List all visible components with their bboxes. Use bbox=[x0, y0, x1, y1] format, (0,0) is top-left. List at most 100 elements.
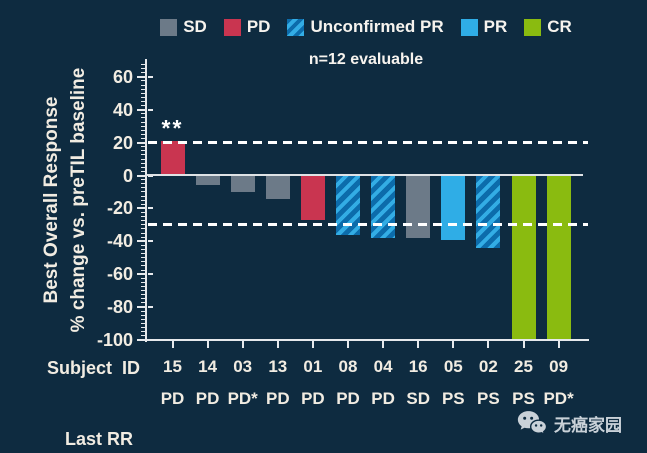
prior-rr-label: PD bbox=[265, 389, 290, 408]
y-axis-minor-tick bbox=[141, 323, 146, 325]
y-axis-minor-tick bbox=[141, 170, 146, 172]
x-axis-tick bbox=[276, 341, 279, 348]
evaluable-count-label: n=12 evaluable bbox=[308, 51, 424, 68]
y-axis-minor-tick bbox=[141, 166, 146, 168]
y-axis-minor-tick bbox=[141, 265, 146, 267]
y-axis-minor-tick bbox=[141, 183, 146, 185]
y-axis-major-tick-right bbox=[148, 240, 153, 243]
prior-rr-label: PD bbox=[160, 389, 185, 408]
y-axis-minor-tick bbox=[141, 212, 146, 213]
x-axis-tick bbox=[417, 341, 420, 348]
y-axis-minor-tick bbox=[141, 63, 146, 65]
y-axis-minor-tick bbox=[141, 281, 146, 283]
y-axis-tick-label: -60 bbox=[106, 264, 133, 285]
y-axis-line bbox=[145, 59, 147, 342]
bar-subject-02 bbox=[476, 175, 501, 248]
y-axis-minor-tick bbox=[141, 133, 146, 135]
y-axis-minor-tick bbox=[141, 92, 146, 94]
bar-subject-25 bbox=[511, 175, 536, 340]
y-axis-minor-tick bbox=[141, 236, 146, 238]
subject-id-label: 04 bbox=[373, 357, 393, 376]
bar-subject-05 bbox=[441, 175, 466, 240]
y-axis-minor-tick bbox=[141, 125, 146, 127]
bar-subject-15 bbox=[160, 140, 185, 176]
y-axis-major-tick bbox=[137, 207, 146, 210]
subject-id-label: 02 bbox=[478, 357, 498, 376]
prior-rr-label: PS bbox=[477, 389, 500, 408]
subject-id-label: 08 bbox=[338, 357, 358, 376]
y-axis-minor-tick bbox=[141, 72, 146, 74]
y-axis-minor-tick bbox=[141, 80, 146, 82]
subject-id-label: 14 bbox=[198, 357, 218, 376]
y-axis-minor-tick bbox=[141, 191, 146, 193]
prior-rr-label: PD bbox=[195, 389, 220, 408]
y-axis-minor-tick bbox=[141, 203, 146, 205]
subject-id-label: 13 bbox=[268, 357, 288, 376]
y-axis-minor-tick bbox=[141, 113, 146, 115]
x-axis-tick bbox=[347, 341, 349, 348]
significance-stars: ** bbox=[161, 115, 184, 141]
y-axis-minor-tick bbox=[141, 290, 146, 292]
y-axis-minor-tick bbox=[141, 335, 146, 337]
x-axis-line bbox=[145, 339, 589, 341]
y-axis-major-tick bbox=[137, 75, 146, 78]
prior-rr-label: PD* bbox=[227, 389, 258, 408]
y-axis-minor-tick bbox=[141, 154, 146, 156]
y-axis-minor-tick bbox=[141, 302, 146, 304]
y-axis-minor-tick bbox=[141, 294, 146, 296]
y-axis-minor-tick bbox=[141, 253, 146, 255]
legend-swatch-cr-icon bbox=[524, 18, 542, 36]
y-axis-minor-tick bbox=[141, 199, 146, 201]
y-axis-tick-label: 20 bbox=[112, 132, 133, 153]
x-axis-tick bbox=[311, 341, 314, 348]
y-axis-minor-tick bbox=[141, 179, 146, 181]
subject-id-label: 25 bbox=[514, 357, 533, 376]
y-axis-minor-tick bbox=[141, 318, 146, 320]
legend-swatch-upr-icon bbox=[287, 18, 305, 36]
y-axis-minor-tick bbox=[141, 137, 146, 139]
y-axis-major-tick bbox=[137, 306, 146, 309]
prior-rr-label: PS bbox=[512, 389, 535, 408]
bar-subject-03 bbox=[230, 175, 255, 192]
x-axis-tick bbox=[487, 341, 490, 348]
prior-rr-label: PS bbox=[441, 389, 465, 408]
y-axis-minor-tick bbox=[141, 257, 146, 259]
y-axis-minor-tick bbox=[141, 314, 146, 316]
y-axis-minor-tick bbox=[141, 195, 146, 197]
y-axis-major-tick-right bbox=[148, 75, 153, 78]
subject-id-label: 01 bbox=[303, 357, 323, 376]
wechat-watermark: 无癌家园 bbox=[517, 410, 622, 437]
subject-id-label: 09 bbox=[549, 357, 569, 376]
legend-label-pr: PR bbox=[483, 17, 508, 36]
bar-subject-04 bbox=[371, 175, 396, 238]
y-axis-tick-label: 0 bbox=[122, 165, 133, 186]
y-axis-minor-tick bbox=[141, 187, 146, 189]
y-axis-tick-label: -100 bbox=[96, 330, 133, 350]
legend-label-pd: PD bbox=[246, 17, 271, 36]
y-axis-tick-label: 60 bbox=[112, 66, 133, 87]
subject-id-label: 05 bbox=[443, 357, 463, 376]
prior-rr-label: PD* bbox=[543, 389, 574, 408]
y-axis-minor-tick bbox=[141, 269, 146, 271]
y-axis-tick-label: -20 bbox=[106, 198, 133, 219]
y-axis-minor-tick bbox=[141, 84, 146, 86]
x-axis-tick bbox=[382, 341, 385, 348]
y-axis-minor-tick bbox=[141, 261, 146, 263]
bar-subject-01 bbox=[300, 175, 325, 220]
zero-baseline bbox=[146, 174, 583, 176]
y-axis-minor-tick bbox=[141, 220, 146, 222]
y-axis-major-tick bbox=[137, 339, 146, 341]
prior-rr-label: PD bbox=[336, 389, 360, 408]
y-axis-minor-tick bbox=[141, 88, 146, 90]
legend-label-upr: Unconfirmed PR bbox=[310, 17, 444, 36]
prior-rr-label: SD bbox=[406, 389, 430, 408]
y-axis-major-tick bbox=[137, 141, 146, 144]
bar-subject-13 bbox=[265, 175, 290, 199]
legend-label-sd: SD bbox=[183, 17, 207, 36]
prior-rr-label: PD bbox=[371, 389, 395, 408]
reference-line--30 bbox=[148, 223, 588, 227]
x-axis-tick bbox=[171, 341, 174, 348]
y-axis-minor-tick bbox=[141, 244, 146, 246]
